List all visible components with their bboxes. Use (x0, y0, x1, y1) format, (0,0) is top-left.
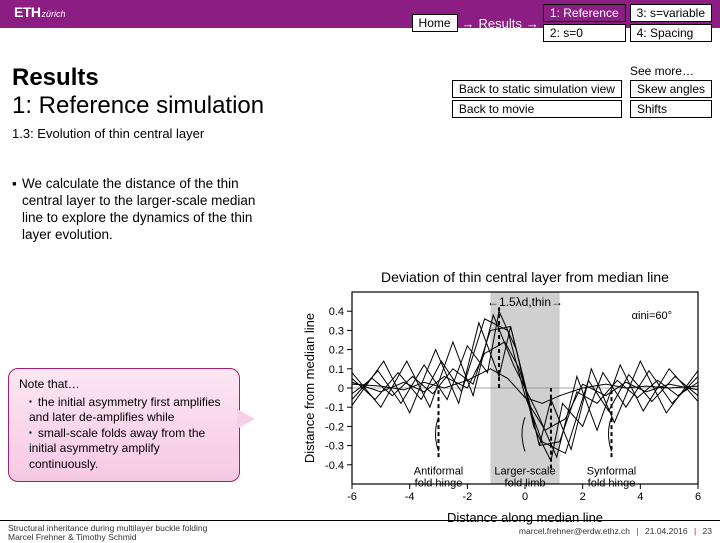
shifts-button[interactable]: Shifts (630, 100, 712, 118)
logo-main: ETH (14, 4, 41, 20)
nav-grid: 1: Reference 3: s=variable 2: s=0 4: Spa… (543, 4, 712, 42)
results-crumb: Results (479, 16, 522, 31)
header-bar: ETHzürich Home → Results → 1: Reference … (0, 0, 720, 28)
crumb-4-spacing[interactable]: 4: Spacing (630, 24, 712, 42)
see-more-label: See more… (630, 64, 712, 78)
note-heading: Note that… (19, 377, 229, 393)
home-button[interactable]: Home (412, 14, 458, 32)
note-item-2: small-scale folds away from the initial … (29, 426, 229, 473)
svg-text:-0.2: -0.2 (325, 421, 344, 433)
footer-right: marcel.frehner@erdw.ethz.ch | 21.04.2016… (519, 526, 712, 536)
logo-sub: zürich (42, 9, 66, 19)
section-subtitle: 1.3: Evolution of thin central layer (12, 126, 264, 141)
svg-text:fold hinge: fold hinge (588, 477, 636, 489)
svg-text:←1.5λd,thin→: ←1.5λd,thin→ (487, 295, 563, 309)
footer-sep-1: | (636, 526, 638, 536)
svg-text:0.3: 0.3 (329, 325, 344, 337)
svg-text:6: 6 (695, 491, 701, 503)
bullet-mark: ▪ (12, 176, 22, 244)
footer: Structural inheritance during multilayer… (0, 520, 720, 540)
body-paragraph: We calculate the distance of the thin ce… (22, 176, 272, 244)
svg-text:fold limb: fold limb (505, 477, 546, 489)
svg-text:Synformal: Synformal (587, 465, 637, 477)
svg-text:fold hinge: fold hinge (415, 477, 463, 489)
note-callout: Note that… the initial asymmetry first a… (8, 368, 240, 482)
chart-svg: -6 -4 -2 0 2 4 6 -0.4 -0.3 -0.2 -0.1 0 0.1 0.2 0.3 0.4 ←… (300, 268, 710, 528)
svg-text:4: 4 (637, 491, 643, 503)
footer-email: marcel.frehner@erdw.ethz.ch (519, 526, 630, 536)
crumb-2-s0[interactable]: 2: s=0 (543, 24, 626, 42)
svg-text:0.4: 0.4 (329, 306, 344, 318)
svg-text:0.1: 0.1 (329, 364, 344, 376)
svg-text:0: 0 (522, 491, 528, 503)
back-movie-button[interactable]: Back to movie (452, 100, 622, 118)
svg-text:2: 2 (580, 491, 586, 503)
deviation-chart: -6 -4 -2 0 2 4 6 -0.4 -0.3 -0.2 -0.1 0 0.1 0.2 0.3 0.4 ←… (300, 268, 710, 528)
svg-text:-6: -6 (347, 491, 357, 503)
svg-text:-0.3: -0.3 (325, 441, 344, 453)
svg-text:0: 0 (338, 383, 344, 395)
breadcrumb-nav: Home → Results → 1: Reference 3: s=varia… (412, 4, 712, 42)
body-text: ▪ We calculate the distance of the thin … (12, 176, 272, 244)
back-static-button[interactable]: Back to static simulation view (452, 80, 622, 98)
svg-text:-4: -4 (405, 491, 415, 503)
link-block: See more… Back to static simulation view… (452, 64, 712, 118)
title-block: Results 1: Reference simulation 1.3: Evo… (12, 64, 264, 141)
svg-text:Deviation of thin central laye: Deviation of thin central layer from med… (381, 269, 669, 285)
arrow-1: → (462, 16, 475, 31)
svg-text:αini=60°: αini=60° (632, 310, 672, 322)
svg-text:0.2: 0.2 (329, 345, 344, 357)
svg-text:Antiformal: Antiformal (414, 465, 464, 477)
crumb-3-variable[interactable]: 3: s=variable (630, 4, 712, 22)
footer-page: 23 (703, 526, 712, 536)
footer-sep-2: | (694, 526, 696, 536)
page-subtitle: 1: Reference simulation (12, 92, 264, 120)
page-title: Results (12, 64, 264, 92)
svg-text:Larger-scale: Larger-scale (494, 465, 555, 477)
eth-logo: ETHzürich (14, 4, 66, 20)
footer-date: 21.04.2016 (645, 526, 688, 536)
footer-line2: Marcel Frehner & Timothy Schmid (8, 533, 207, 542)
svg-text:-2: -2 (462, 491, 472, 503)
skew-angles-button[interactable]: Skew angles (630, 80, 712, 98)
svg-text:Distance from median line: Distance from median line (302, 313, 317, 463)
svg-text:-0.1: -0.1 (325, 402, 344, 414)
note-item-1: the initial asymmetry first amplifies an… (29, 395, 229, 426)
arrow-2: → (526, 16, 539, 31)
crumb-1-reference[interactable]: 1: Reference (543, 4, 626, 22)
svg-text:-0.4: -0.4 (325, 460, 344, 472)
